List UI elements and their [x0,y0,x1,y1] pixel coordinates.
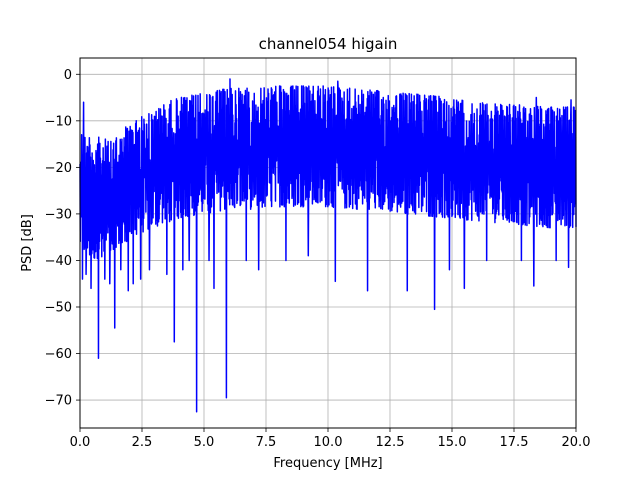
series-psd [79,78,577,413]
x-tick-label: 2.5 [132,435,153,450]
y-axis: 0 −10 −20 −30 −40 −50 −60 −70 [45,68,80,409]
x-tick-label: 0.0 [70,435,91,450]
y-tick-label: −40 [45,254,72,269]
x-tick-label: 5.0 [194,435,215,450]
x-tick-label: 15.0 [438,435,467,450]
y-tick-label: −70 [45,394,72,409]
y-tick-label: 0 [64,68,72,83]
chart-title: channel054 higain [259,35,398,53]
y-tick-label: −30 [45,207,72,222]
x-tick-label: 10.0 [314,435,343,450]
psd-line [79,78,577,413]
x-tick-label: 20.0 [562,435,591,450]
x-tick-label: 12.5 [376,435,405,450]
y-tick-label: −60 [45,347,72,362]
x-tick-label: 7.5 [256,435,277,450]
y-tick-label: −20 [45,161,72,176]
x-tick-label: 17.5 [500,435,529,450]
x-axis-label: Frequency [MHz] [273,456,382,471]
y-tick-label: −10 [45,114,72,129]
y-axis-label: PSD [dB] [20,214,35,272]
y-tick-label: −50 [45,300,72,315]
x-axis: 0.0 2.5 5.0 7.5 10.0 12.5 15.0 17.5 20.0 [70,428,591,450]
